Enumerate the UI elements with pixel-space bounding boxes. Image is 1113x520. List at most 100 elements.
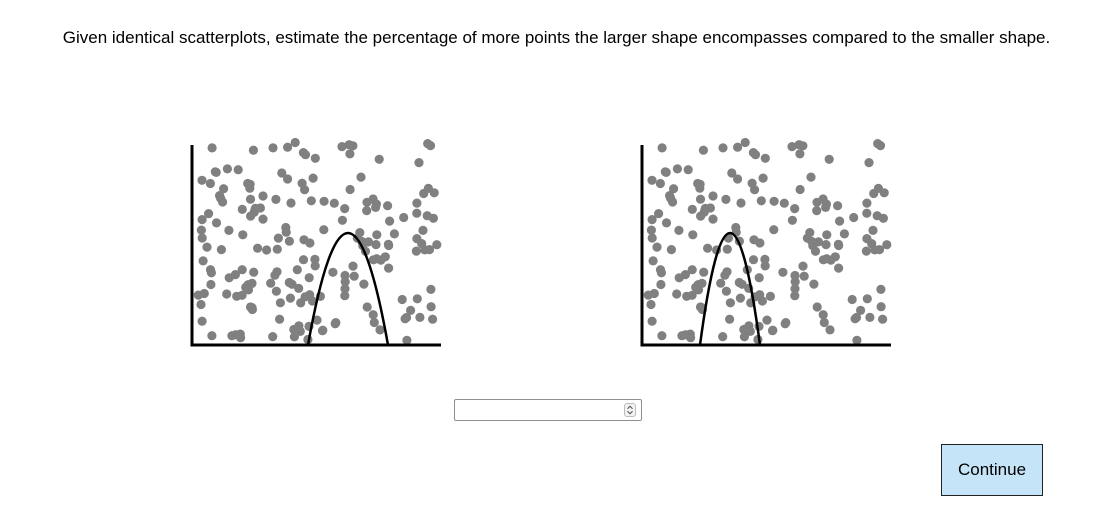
- scatter-point: [383, 201, 393, 211]
- scatter-point: [418, 225, 428, 235]
- scatter-point: [646, 225, 656, 235]
- scatter-point: [819, 317, 829, 328]
- scatter-point: [779, 198, 789, 208]
- scatter-point: [749, 235, 759, 245]
- scatter-point: [677, 331, 687, 341]
- scatter-point: [727, 168, 737, 178]
- scatter-point: [369, 317, 379, 328]
- scatter-point: [247, 303, 257, 313]
- scatter-point: [795, 149, 805, 159]
- scatter-point: [687, 265, 697, 275]
- scatter-point: [762, 315, 772, 325]
- scatter-point: [878, 213, 888, 223]
- percentage-input[interactable]: [455, 400, 621, 420]
- scatter-point: [211, 167, 221, 177]
- up-down-chevron-icon[interactable]: [624, 403, 636, 417]
- scatter-point: [329, 198, 339, 208]
- scatter-point: [340, 284, 350, 294]
- scatter-point: [196, 225, 206, 235]
- scatter-point: [648, 256, 658, 266]
- scatter-point: [852, 335, 862, 345]
- percentage-input-box[interactable]: [454, 399, 642, 421]
- scatter-point: [781, 318, 791, 328]
- scatter-point: [258, 191, 268, 201]
- scatter-point: [299, 235, 309, 245]
- scatter-point: [806, 172, 816, 182]
- scatter-point: [666, 245, 676, 255]
- scatter-point: [207, 331, 217, 341]
- scatter-point: [423, 139, 433, 149]
- scatter-point: [657, 331, 667, 341]
- scatter-point: [725, 314, 735, 324]
- scatter-point: [426, 302, 436, 312]
- scatter-point: [289, 332, 299, 342]
- scatter-point: [304, 273, 314, 283]
- scatterplot-right-svg: [640, 137, 892, 347]
- scatter-point: [337, 142, 347, 152]
- scatter-point: [355, 228, 365, 238]
- scatter-point: [655, 178, 665, 189]
- scatter-point: [319, 196, 329, 206]
- scatter-point: [818, 255, 828, 265]
- scatter-point: [196, 299, 206, 310]
- scatter-point: [696, 211, 706, 221]
- scatter-point: [695, 194, 706, 204]
- scatter-point: [740, 137, 750, 148]
- scatter-point: [412, 198, 422, 208]
- scatter-point: [722, 244, 732, 254]
- scatterplot-left-svg: [190, 137, 442, 347]
- scatter-point: [682, 291, 692, 301]
- scatter-point: [224, 273, 234, 283]
- scatter-point: [283, 142, 293, 152]
- scatter-point: [756, 196, 766, 206]
- scatter-points: [193, 137, 442, 345]
- scatter-point: [310, 261, 320, 271]
- scatter-point: [850, 314, 860, 324]
- scatter-point: [376, 255, 386, 265]
- question-prompt: Given identical scatterplots, estimate t…: [62, 28, 1051, 47]
- scatter-point: [822, 230, 832, 240]
- scatter-point: [417, 239, 427, 249]
- scatter-point: [833, 201, 843, 211]
- scatter-point: [204, 209, 214, 219]
- scatter-point: [809, 279, 819, 289]
- scatter-point: [657, 143, 667, 153]
- scatter-point: [306, 196, 316, 206]
- scatter-point: [227, 331, 237, 341]
- scatter-point: [693, 280, 703, 290]
- scatter-point: [237, 204, 247, 214]
- scatter-point: [371, 202, 381, 212]
- scatter-point: [232, 291, 242, 301]
- scatter-point: [734, 277, 744, 288]
- scatter-point: [385, 216, 395, 226]
- scatter-point: [769, 196, 779, 206]
- scatter-point: [284, 236, 294, 246]
- scatter-point: [790, 204, 800, 214]
- scatter-point: [266, 278, 276, 288]
- scatter-point: [238, 230, 248, 240]
- continue-button[interactable]: Continue: [941, 444, 1043, 496]
- scatter-point: [308, 173, 318, 183]
- scatter-point: [735, 293, 745, 303]
- scatter-point: [235, 329, 245, 339]
- scatter-point: [426, 284, 436, 294]
- scatter-point: [699, 267, 709, 277]
- scatter-point: [646, 299, 656, 310]
- scatter-point: [428, 314, 438, 324]
- scatter-point: [861, 246, 871, 256]
- scatter-point: [739, 332, 749, 342]
- scatter-point: [253, 243, 263, 253]
- scatter-point: [876, 302, 886, 312]
- scatter-point: [868, 225, 878, 235]
- scatter-point: [812, 206, 822, 216]
- scatter-point: [656, 279, 666, 290]
- scatter-point: [374, 154, 384, 164]
- scatter-point: [790, 291, 800, 301]
- scatter-point: [649, 288, 659, 299]
- scatter-point: [824, 154, 834, 164]
- scatter-point: [698, 145, 708, 155]
- scatter-point: [833, 239, 843, 249]
- scatter-point: [310, 254, 320, 264]
- scatter-point: [808, 241, 818, 251]
- scatter-point: [412, 294, 422, 304]
